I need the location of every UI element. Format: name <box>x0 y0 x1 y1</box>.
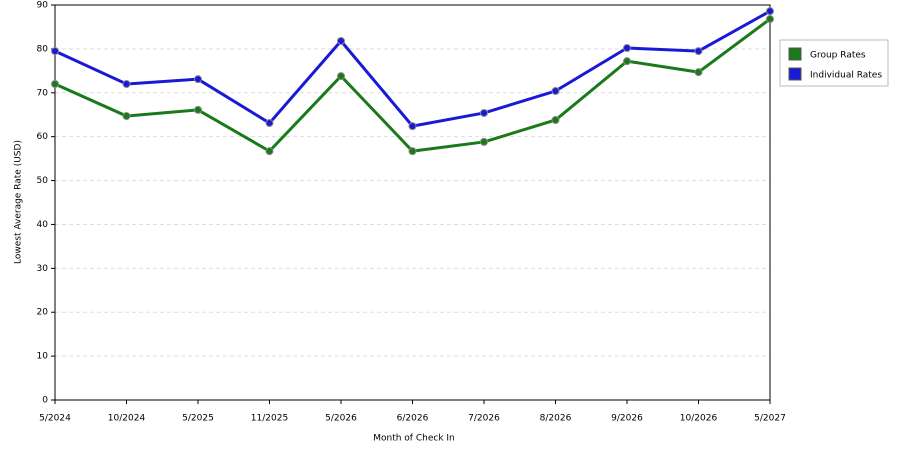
x-tick-label: 5/2027 <box>754 414 786 424</box>
data-point <box>623 44 631 53</box>
y-tick-label: 30 <box>37 264 49 274</box>
y-tick-label: 40 <box>37 220 49 230</box>
y-tick-label: 50 <box>37 176 49 186</box>
data-point <box>337 72 345 81</box>
data-point <box>122 112 131 121</box>
data-point <box>194 75 202 84</box>
data-point <box>480 137 488 146</box>
series-line <box>54 9 771 128</box>
y-tick-label: 0 <box>42 396 48 406</box>
data-point <box>265 147 274 156</box>
x-tick-label: 10/2024 <box>108 414 146 424</box>
x-tick-label: 8/2026 <box>540 414 572 424</box>
legend-swatch <box>788 67 802 81</box>
data-point <box>694 47 703 56</box>
data-point <box>337 36 345 45</box>
legend-swatch <box>788 47 802 61</box>
data-point <box>265 119 274 128</box>
data-point <box>408 122 417 131</box>
x-tick-label: 9/2026 <box>611 414 643 424</box>
data-point <box>551 87 560 96</box>
series-line <box>54 17 771 154</box>
legend-label: Group Rates <box>810 51 866 61</box>
data-point <box>480 108 488 117</box>
y-tick-label: 70 <box>37 88 49 98</box>
y-tick-label: 80 <box>37 44 49 54</box>
data-point <box>766 15 774 24</box>
data-point <box>51 47 59 56</box>
x-tick-label: 11/2025 <box>251 414 288 424</box>
data-point <box>122 80 131 88</box>
x-tick-label: 6/2026 <box>397 414 429 424</box>
x-tick-label: 5/2024 <box>39 414 71 424</box>
data-point <box>194 105 202 114</box>
y-axis-label: Lowest Average Rate (USD) <box>14 140 24 264</box>
x-axis-label: Month of Check In <box>373 434 455 444</box>
plot-frame <box>54 4 771 401</box>
y-tick-label: 20 <box>37 308 49 318</box>
x-tick-label: 7/2026 <box>468 414 500 424</box>
data-point <box>51 80 59 88</box>
legend-label: Individual Rates <box>810 71 882 81</box>
x-tick-label: 5/2026 <box>325 414 357 424</box>
data-point <box>408 147 417 156</box>
x-tick-label: 10/2026 <box>680 414 718 424</box>
y-tick-label: 90 <box>37 1 49 11</box>
data-point <box>694 68 703 77</box>
x-tick-label: 5/2025 <box>182 414 214 424</box>
data-point <box>766 7 774 16</box>
data-point <box>623 57 631 66</box>
y-tick-label: 10 <box>37 352 49 362</box>
y-tick-label: 60 <box>37 132 49 142</box>
data-point <box>551 115 560 124</box>
